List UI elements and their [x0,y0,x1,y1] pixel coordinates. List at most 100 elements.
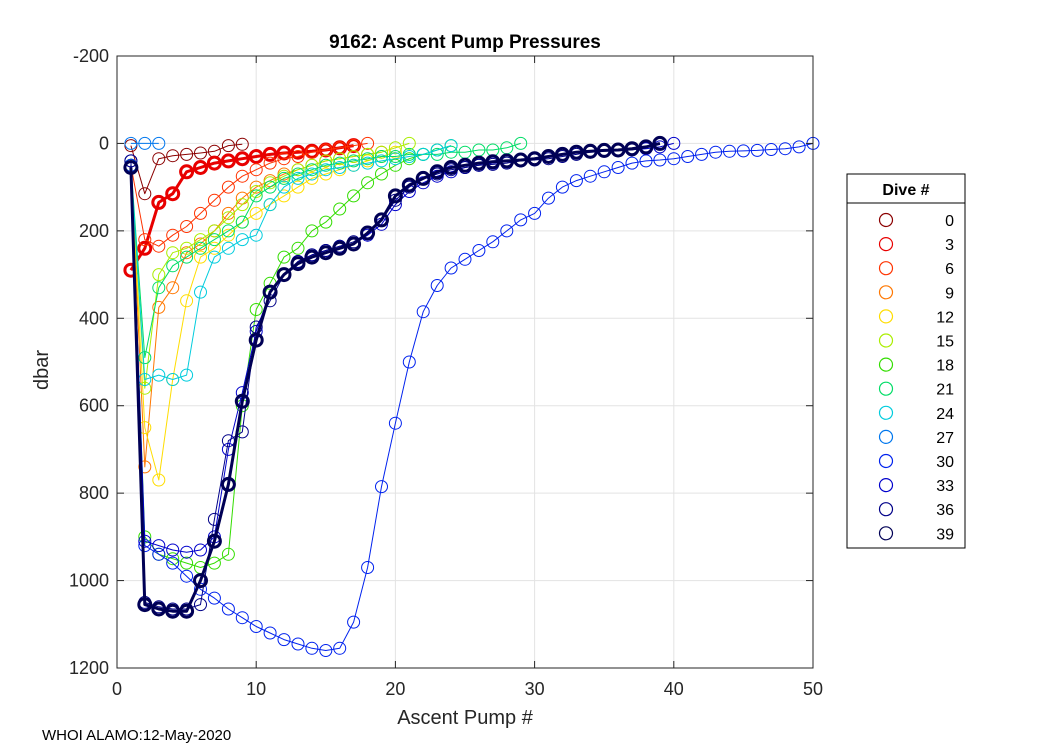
data-point [291,241,305,255]
data-point [249,303,263,316]
data-point [235,233,249,247]
series-dive-30 [124,136,820,657]
legend-marker [878,526,894,541]
data-point [319,158,333,172]
data-point [152,473,166,487]
data-point [151,194,167,210]
data-point [220,153,236,169]
data-point [542,191,555,205]
data-point [361,156,375,170]
data-point [485,154,501,170]
data-point [152,136,166,150]
data-point [375,167,388,181]
data-point [194,285,207,299]
legend-item-dive-0: 0 [878,212,954,230]
data-point [207,241,221,255]
data-point [249,228,263,242]
data-point [625,156,639,170]
series-dive-24 [124,139,458,386]
data-point [152,152,166,166]
data-point [262,146,278,162]
legend-item-dive-24: 24 [878,405,954,423]
legend-marker [878,405,894,420]
data-point [318,245,334,261]
legend-marker [878,381,894,396]
data-point [165,603,181,619]
data-point [137,240,153,256]
data-point [333,641,347,655]
data-point [290,144,306,160]
x-axis-label: Ascent Pump # [397,707,534,729]
data-point [750,143,764,157]
x-tick-label: 50 [803,679,823,699]
data-point [375,150,388,163]
chart-title: 9162: Ascent Pump Pressures [329,32,601,53]
legend-label: 0 [945,213,954,230]
data-point [624,141,640,157]
data-point [597,165,611,179]
data-point [235,169,249,183]
data-point [263,180,277,194]
data-point [235,137,249,151]
data-point [166,228,180,242]
data-point [194,250,207,264]
data-point [638,139,654,155]
data-point [180,250,194,264]
data-point [277,152,291,166]
data-point [166,246,180,260]
legend-item-dive-15: 15 [878,333,954,351]
data-point [415,170,431,186]
data-point [387,188,403,204]
data-point [291,637,305,651]
legend-marker [878,309,894,324]
data-point [124,136,138,150]
data-point [235,198,249,212]
legend-label: 27 [936,430,954,447]
data-point [152,281,166,295]
data-point [166,543,180,557]
data-point [193,573,208,589]
data-point [402,136,416,150]
legend-item-dive-3: 3 [878,237,954,254]
data-point [138,460,152,474]
data-point [194,543,207,557]
data-point [166,259,180,273]
y-tick-label: 600 [79,396,109,416]
legend-label: 36 [936,502,954,519]
series-line [130,142,814,651]
data-point [792,140,806,154]
footer-text: WHOI ALAMO:12-May-2020 [42,727,232,744]
data-point [554,146,570,162]
data-point [681,150,695,163]
data-point [248,332,264,348]
data-point [569,174,583,188]
data-point [166,552,180,566]
data-point [486,235,500,249]
data-point [235,611,249,625]
legend-label: 12 [936,309,954,326]
data-point [263,198,277,212]
data-point [652,135,668,151]
legend-label: 21 [936,382,954,399]
data-point [221,139,235,153]
data-point [277,189,291,203]
data-point [457,157,473,173]
data-point [527,151,543,167]
series-dive-21 [124,136,528,365]
data-point [346,236,362,252]
data-point [610,142,626,158]
y-tick-label: 800 [79,483,109,503]
legend-label: 15 [936,334,954,351]
data-point [138,136,152,150]
legend-item-dive-33: 33 [878,478,954,495]
data-point [221,180,235,194]
series-dive-6 [124,136,375,253]
data-point [472,244,486,257]
data-point [137,597,153,613]
data-point [152,547,166,561]
data-point [207,233,221,247]
legend-title: Dive # [882,182,929,199]
y-tick-label: 0 [99,133,109,153]
series-layer [123,135,820,657]
data-point [319,154,333,168]
